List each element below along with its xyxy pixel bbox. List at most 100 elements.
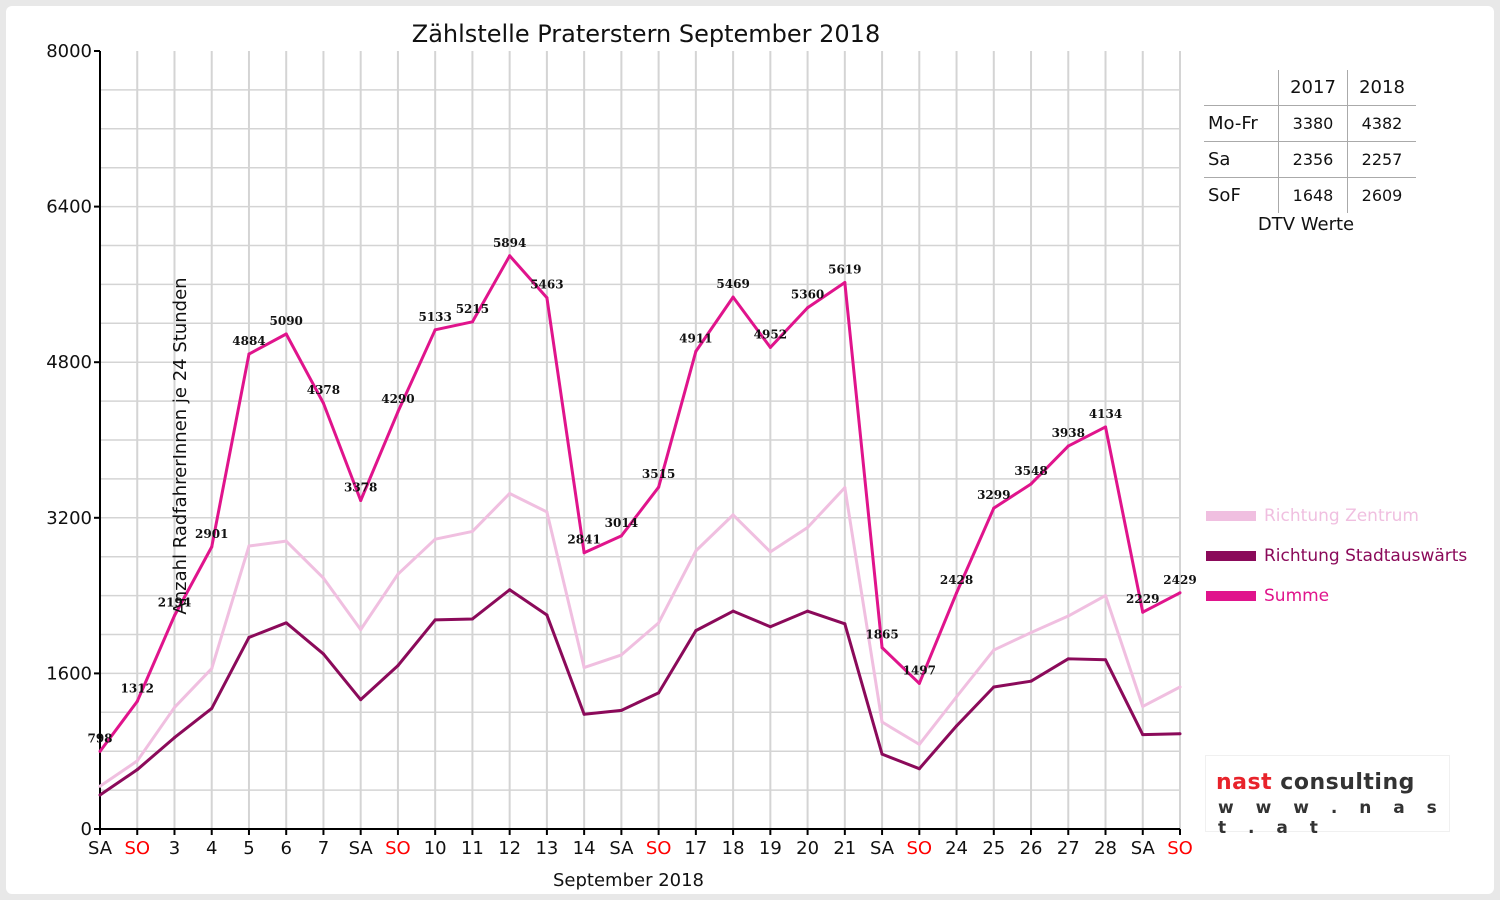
data-point-summe xyxy=(806,306,810,310)
data-point-stadtauswaerts xyxy=(359,698,363,702)
logo-wordmark: nast consulting xyxy=(1216,770,1415,795)
x-tick-label: SO xyxy=(1167,838,1193,859)
series-line-stadtauswaerts xyxy=(99,588,1181,797)
x-tick-label: 10 xyxy=(424,838,447,859)
data-label: 4134 xyxy=(1089,407,1122,421)
series-line-zentrum xyxy=(99,486,1181,788)
data-label: 5133 xyxy=(418,310,451,324)
dtv-header-row: 2017 2018 xyxy=(1204,70,1416,106)
x-tick-label: SO xyxy=(907,838,933,859)
data-label: 2229 xyxy=(1126,592,1159,606)
data-point-summe xyxy=(582,551,586,555)
dtv-row-mofr: Mo-Fr 3380 4382 xyxy=(1204,105,1416,142)
line-chart: 0 1600 3200 4800 6400 8000 SA SO 3 4 5 6 7 SA SO 10 11 12… xyxy=(46,41,1197,859)
data-point-summe xyxy=(768,345,772,349)
data-label: 4884 xyxy=(232,334,265,348)
data-point-summe xyxy=(1178,591,1182,595)
data-label: 798 xyxy=(87,731,112,745)
data-point-zentrum xyxy=(843,486,847,490)
y-axis-label: Anzahl RadfahrerInnen je 24 Stunden xyxy=(170,277,192,615)
data-point-zentrum xyxy=(135,759,139,763)
data-point-zentrum xyxy=(657,621,661,625)
dtv-row-label: Sa xyxy=(1204,141,1279,178)
data-label: 2428 xyxy=(940,573,973,587)
chart-legend: Richtung Zentrum Richtung Stadtauswärts … xyxy=(1206,496,1467,616)
data-point-stadtauswaerts xyxy=(582,712,586,716)
y-tick-label: 1600 xyxy=(46,663,92,684)
logo-url: w w w . n a s t . a t xyxy=(1218,798,1445,838)
data-point-summe xyxy=(545,296,549,300)
data-point-stadtauswaerts xyxy=(1178,732,1182,736)
data-point-summe xyxy=(433,328,437,332)
legend-label: Summe xyxy=(1264,586,1330,606)
data-point-summe xyxy=(694,349,698,353)
data-point-stadtauswaerts xyxy=(992,685,996,689)
data-point-summe xyxy=(247,352,251,356)
x-tick-label: 5 xyxy=(243,838,254,859)
data-point-stadtauswaerts xyxy=(508,588,512,592)
data-point-summe xyxy=(1104,425,1108,429)
x-tick-label: 11 xyxy=(461,838,484,859)
data-point-zentrum xyxy=(321,576,325,580)
data-point-stadtauswaerts xyxy=(694,629,698,633)
data-point-stadtauswaerts xyxy=(1104,658,1108,662)
data-point-summe xyxy=(210,545,214,549)
data-label: 3378 xyxy=(344,480,377,494)
data-point-stadtauswaerts xyxy=(470,617,474,621)
data-label: 2841 xyxy=(567,533,600,547)
data-point-summe xyxy=(619,534,623,538)
dtv-row-label: Mo-Fr xyxy=(1204,105,1279,142)
data-point-stadtauswaerts xyxy=(843,622,847,626)
y-tick-label: 8000 xyxy=(46,41,92,62)
data-point-zentrum xyxy=(247,544,251,548)
chart-title: Zählstelle Praterstern September 2018 xyxy=(411,20,881,48)
data-label: 2194 xyxy=(158,596,191,610)
dtv-cell: 3380 xyxy=(1278,105,1348,142)
data-point-zentrum xyxy=(806,526,810,530)
x-tick-label: 7 xyxy=(318,838,329,859)
x-tick-label: SA xyxy=(609,838,634,859)
data-point-stadtauswaerts xyxy=(135,768,139,772)
data-label: 5360 xyxy=(791,288,824,302)
dtv-cell: 2609 xyxy=(1347,177,1416,213)
y-tick-label: 6400 xyxy=(46,197,92,218)
data-point-zentrum xyxy=(359,628,363,632)
x-tick-label: 12 xyxy=(498,838,521,859)
x-tick-label: 3 xyxy=(169,838,180,859)
x-tick-label: 19 xyxy=(759,838,782,859)
data-point-summe xyxy=(1141,610,1145,614)
data-point-summe xyxy=(396,410,400,414)
data-label: 5469 xyxy=(716,277,749,291)
data-point-stadtauswaerts xyxy=(433,618,437,622)
x-tick-label: 4 xyxy=(206,838,217,859)
dtv-row-label: SoF xyxy=(1208,185,1241,206)
legend-label: Richtung Stadtauswärts xyxy=(1264,546,1468,566)
x-tick-label: 14 xyxy=(573,838,596,859)
x-tick-label: 24 xyxy=(945,838,968,859)
data-label: 3299 xyxy=(977,488,1010,502)
dtv-header-2017: 2017 xyxy=(1278,70,1348,106)
data-point-zentrum xyxy=(433,537,437,541)
x-tick-label: SA xyxy=(88,838,113,859)
x-tick-label: 27 xyxy=(1057,838,1080,859)
data-point-stadtauswaerts xyxy=(1141,733,1145,737)
x-tick-label: 17 xyxy=(684,838,707,859)
dtv-cell: 1648 xyxy=(1278,177,1348,213)
data-point-zentrum xyxy=(694,549,698,553)
x-tick-label: SA xyxy=(1131,838,1156,859)
data-point-zentrum xyxy=(582,666,586,670)
data-label: 5894 xyxy=(493,236,526,250)
data-point-zentrum xyxy=(1029,631,1033,635)
data-point-zentrum xyxy=(880,720,884,724)
data-point-zentrum xyxy=(98,784,102,788)
data-point-zentrum xyxy=(1066,614,1070,618)
dtv-row-sof: SoF 1648 2609 xyxy=(1204,177,1416,213)
data-label: 1497 xyxy=(903,663,936,677)
legend-swatch xyxy=(1206,511,1256,521)
legend-item-summe: Summe xyxy=(1206,576,1467,616)
dtv-row-sa: Sa 2356 2257 xyxy=(1204,141,1416,178)
dtv-cell: 4382 xyxy=(1347,105,1416,142)
data-point-zentrum xyxy=(284,539,288,543)
data-point-stadtauswaerts xyxy=(284,621,288,625)
data-point-stadtauswaerts xyxy=(545,613,549,617)
